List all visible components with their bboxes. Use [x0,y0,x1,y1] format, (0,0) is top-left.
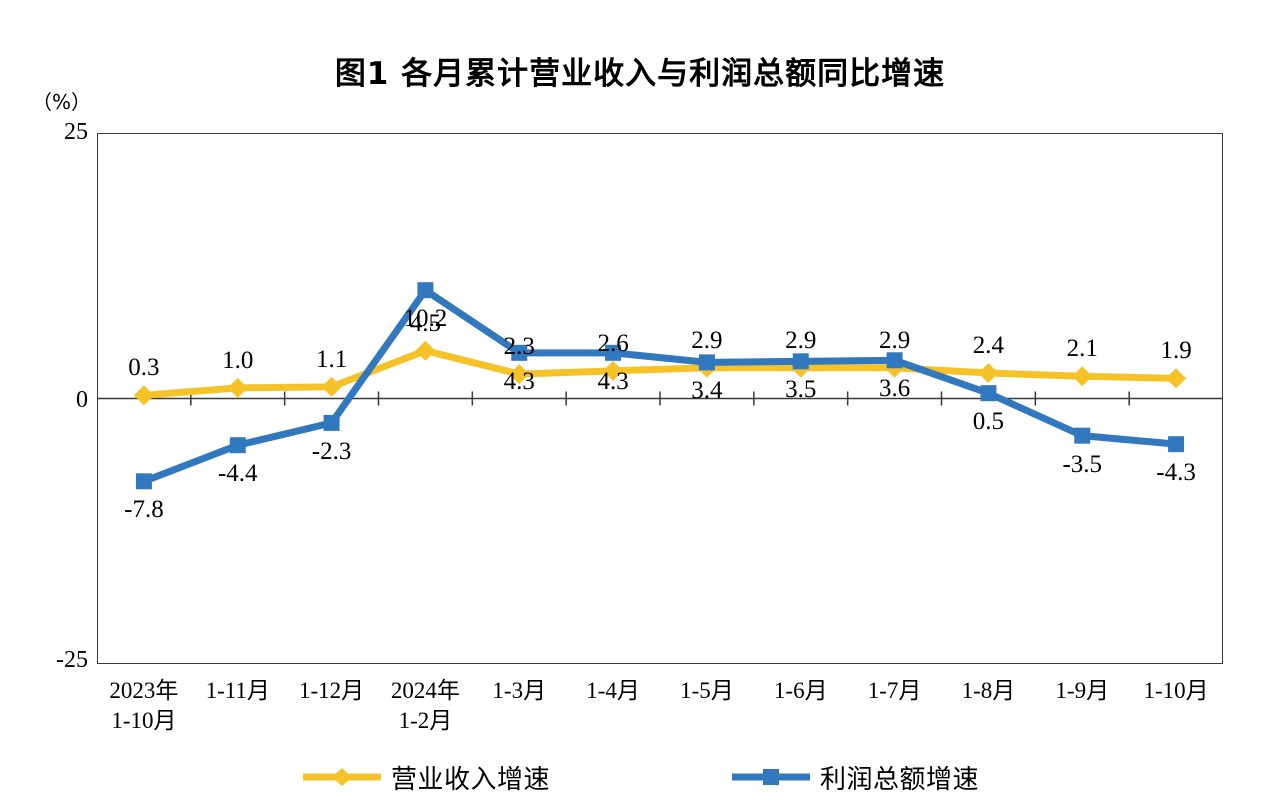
value-label: 3.5 [785,376,817,404]
data-point-marker [227,377,248,398]
data-point-marker [417,282,434,299]
value-label: 3.6 [878,375,911,403]
legend-marker-square-icon [732,769,810,785]
data-point-marker [509,364,530,385]
value-label: 1.9 [1160,337,1192,365]
value-label: 2.1 [1066,335,1098,363]
data-point-marker [323,414,340,431]
data-point-marker [980,385,997,402]
x-axis-label: 1-6月 [773,678,828,703]
value-label: -3.5 [1062,450,1103,478]
y-axis-unit-label: （%） [32,90,92,114]
y-tick-label-25: 25 [64,119,88,145]
y-tick-label-0: 0 [76,387,88,413]
value-label: 3.4 [691,377,723,405]
value-label: 4.3 [503,367,535,395]
data-point-marker [886,352,903,369]
x-axis-label: 1-5月 [680,678,734,703]
value-label: 4.3 [597,367,629,395]
legend-item-profit[interactable]: 利润总额增速 [730,759,979,796]
chart-legend: 营业收入增速 利润总额增速 [0,752,1280,802]
value-label: -4.3 [1156,459,1196,487]
data-point-marker [415,340,436,361]
x-axis-label: 1-8月 [961,678,1016,703]
data-point-marker [1166,368,1187,389]
data-point-marker [1074,427,1091,444]
legend-item-revenue[interactable]: 营业收入增速 [301,759,550,796]
value-label: 0.5 [972,408,1005,436]
value-label: -4.4 [217,460,258,488]
data-point-marker [135,473,152,490]
series-line-revenue [143,347,1177,399]
value-label: 2.9 [691,326,723,354]
value-label: 4.5 [409,309,442,337]
value-label: 2.9 [785,326,817,354]
x-axis-label: 1-7月 [867,678,922,703]
value-label: 2.6 [597,329,629,357]
x-axis-label: 1-10月 [1143,678,1209,703]
chart-title: 图1 各月累计营业收入与利润总额同比增速 [334,56,946,92]
plot-series-layer [97,282,1223,490]
data-point-marker [605,344,622,361]
series-line-profit [142,285,1177,485]
data-point-marker [321,376,342,397]
data-point-marker [511,344,528,361]
x-axis-label: 1-4月 [586,678,640,703]
data-point-marker [603,360,624,381]
data-point-marker [133,385,154,406]
value-label: 2.3 [503,333,535,361]
value-label: 0.3 [128,354,160,382]
legend-marker-diamond-icon [302,768,381,786]
data-point-marker [1072,366,1093,387]
x-axis-label: 2023年 1-10月 [109,678,179,733]
value-label: 10.2 [403,305,448,333]
value-label: 1.1 [315,345,348,373]
legend-label-revenue: 营业收入增速 [390,764,550,795]
y-tick-label-neg25: -25 [56,647,88,673]
x-axis-label: 1-11月 [205,678,270,703]
data-point-marker [978,363,999,384]
x-axis-label: 1-3月 [492,678,547,703]
data-point-marker [1168,436,1185,453]
x-axis-label: 1-9月 [1055,678,1110,703]
x-axis-label: 2024年 1-2月 [390,678,460,733]
value-label: 2.4 [972,332,1005,359]
value-label: -2.3 [311,437,352,465]
data-point-marker [698,354,715,371]
value-label: -7.8 [124,496,164,524]
value-label: 1.0 [222,346,254,374]
data-point-marker [229,437,246,454]
value-label: 2.9 [878,326,911,354]
x-axis-label: 1-12月 [298,678,365,703]
legend-label-profit: 利润总额增速 [820,764,980,795]
data-point-marker [792,353,809,370]
